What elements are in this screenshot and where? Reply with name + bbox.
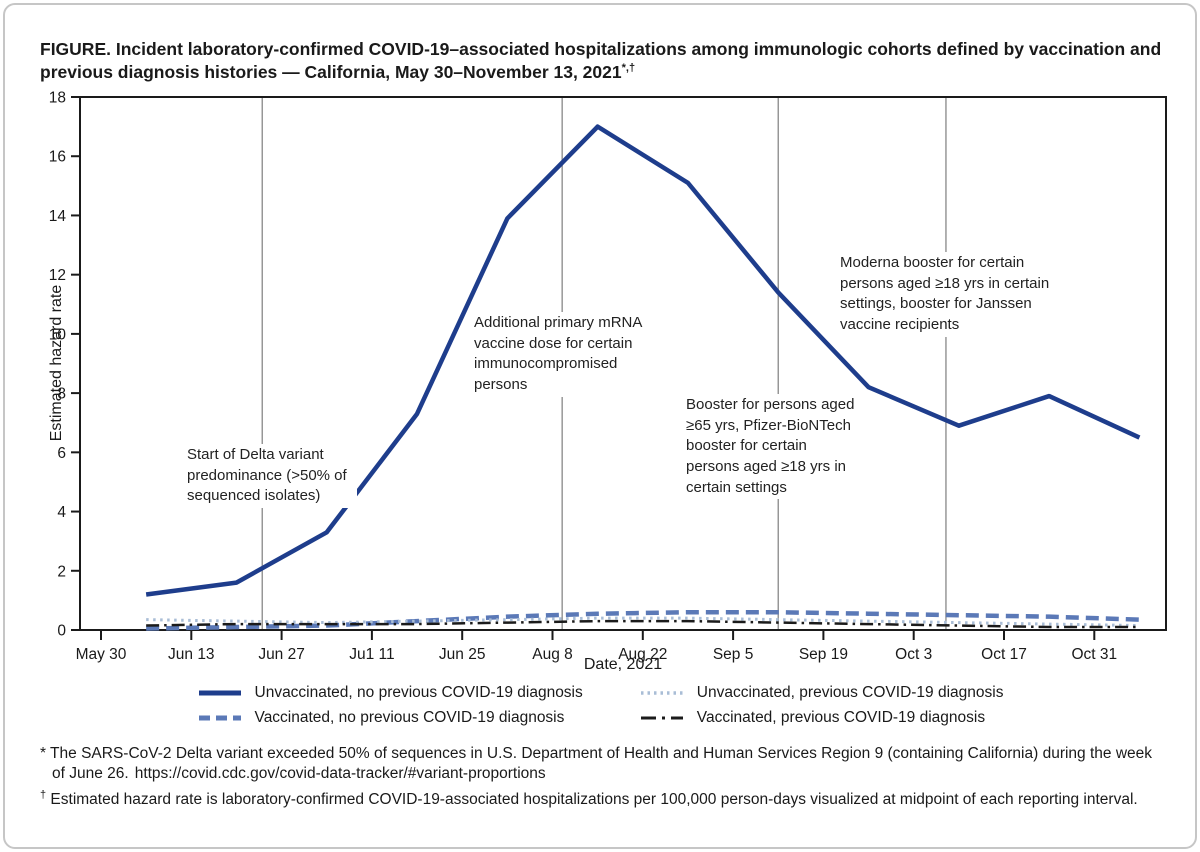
y-tick-label: 18 bbox=[49, 90, 66, 107]
legend-item-unvaccinated-no-previous: Unvaccinated, no previous COVID-19 diagn… bbox=[197, 684, 583, 702]
annotation-additional-dose: Additional primary mRNA vaccine dose for… bbox=[472, 312, 662, 397]
dagger-symbol: † bbox=[40, 788, 47, 801]
figure-title-superscript: *,† bbox=[621, 61, 636, 74]
x-axis-title: Date, 2021 bbox=[583, 656, 663, 673]
legend: Unvaccinated, no previous COVID-19 diagn… bbox=[0, 684, 1200, 727]
series-line-3 bbox=[146, 619, 1140, 629]
legend-swatch-dashdot-line bbox=[640, 716, 683, 720]
footnotes: * The SARS-CoV-2 Delta variant exceeded … bbox=[40, 744, 1166, 814]
legend-label: Unvaccinated, previous COVID-19 diagnosi… bbox=[696, 684, 1004, 701]
legend-item-vaccinated-no-previous: Vaccinated, no previous COVID-19 diagnos… bbox=[197, 709, 583, 727]
footnote-text: Estimated hazard rate is laboratory-conf… bbox=[46, 791, 1138, 809]
y-tick-label: 14 bbox=[49, 208, 67, 225]
y-tick-label: 12 bbox=[49, 267, 66, 284]
footnote-url: https://covid.cdc.gov/covid-data-tracker… bbox=[134, 765, 546, 783]
y-axis-title: Estimated hazard rate bbox=[48, 284, 65, 442]
legend-item-vaccinated-previous: Vaccinated, previous COVID-19 diagnosis bbox=[639, 709, 1004, 727]
footnote-delta-variant: * The SARS-CoV-2 Delta variant exceeded … bbox=[40, 744, 1166, 785]
legend-label: Unvaccinated, no previous COVID-19 diagn… bbox=[254, 684, 583, 701]
legend-item-unvaccinated-previous: Unvaccinated, previous COVID-19 diagnosi… bbox=[639, 684, 1004, 702]
footnote-text: * The SARS-CoV-2 Delta variant exceeded … bbox=[40, 745, 1153, 783]
figure-title: FIGURE. Incident laboratory-confirmed CO… bbox=[40, 38, 1166, 84]
y-tick-label: 2 bbox=[57, 563, 66, 580]
figure-title-text: FIGURE. Incident laboratory-confirmed CO… bbox=[40, 39, 1162, 82]
y-tick-label: 0 bbox=[57, 623, 66, 640]
y-tick-label: 6 bbox=[57, 445, 66, 462]
series-line-2 bbox=[146, 616, 1140, 628]
legend-label: Vaccinated, previous COVID-19 diagnosis bbox=[696, 709, 986, 726]
series-line-1 bbox=[146, 609, 1140, 631]
legend-swatch-solid-line bbox=[198, 690, 241, 696]
y-tick-label: 4 bbox=[57, 504, 66, 521]
footnote-hazard-rate: † Estimated hazard rate is laboratory-co… bbox=[40, 788, 1166, 811]
legend-swatch-dotted-line bbox=[640, 691, 683, 695]
legend-label: Vaccinated, no previous COVID-19 diagnos… bbox=[254, 709, 565, 726]
annotation-pfizer-booster: Booster for persons aged ≥65 yrs, Pfizer… bbox=[684, 394, 866, 500]
annotation-delta-predominance: Start of Delta variant predominance (>50… bbox=[185, 444, 357, 509]
y-tick-label: 16 bbox=[49, 149, 66, 166]
annotation-moderna-janssen-booster: Moderna booster for certain persons aged… bbox=[838, 252, 1067, 337]
legend-swatch-dashed-line bbox=[198, 715, 241, 721]
